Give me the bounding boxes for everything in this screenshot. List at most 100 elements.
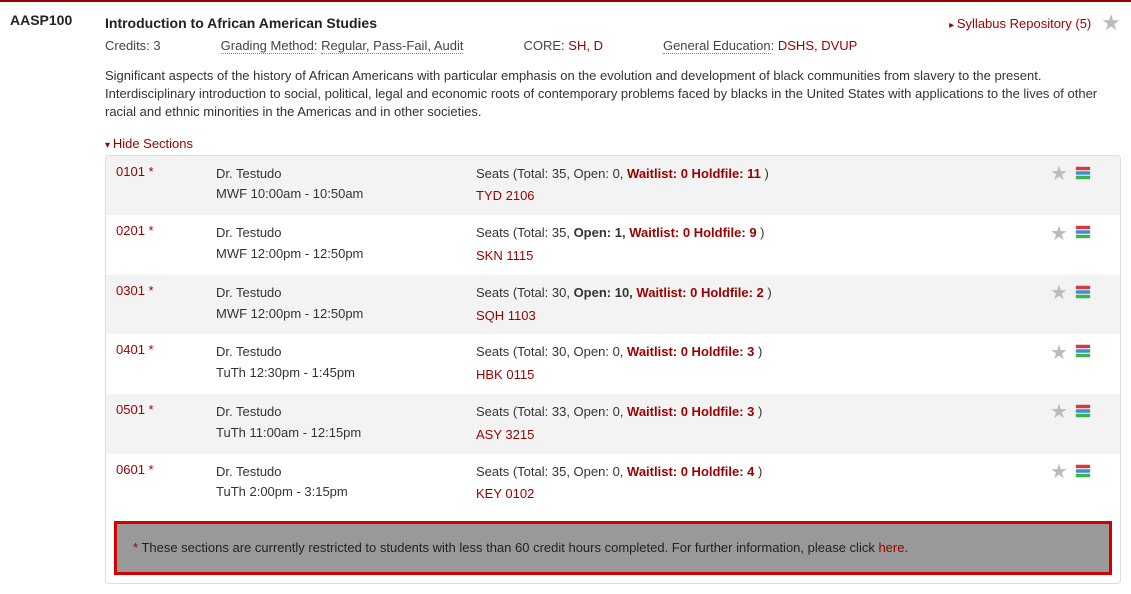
section-id: 0401 — [116, 342, 145, 357]
grading-label: Grading Method — [221, 38, 314, 54]
restriction-asterisk-icon: * — [149, 462, 154, 477]
favorite-section-star-icon[interactable]: ★ — [1050, 402, 1068, 422]
favorite-section-star-icon[interactable]: ★ — [1050, 224, 1068, 244]
sections-container: 0101 *Dr. TestudoMWF 10:00am - 10:50amSe… — [105, 155, 1121, 584]
instructor-name: Dr. Testudo — [216, 223, 476, 244]
restriction-here-link[interactable]: here — [878, 540, 904, 555]
grading-value: Regular, Pass-Fail, Audit — [321, 38, 463, 54]
hide-sections-toggle[interactable]: Hide Sections — [105, 136, 1121, 151]
section-id-col: 0301 * — [116, 283, 216, 298]
section-instructor-col: Dr. TestudoTuTh 11:00am - 12:15pm — [216, 402, 476, 444]
instructor-name: Dr. Testudo — [216, 462, 476, 483]
core-label: CORE: — [523, 38, 564, 53]
room-link[interactable]: SQH 1103 — [476, 306, 1050, 327]
favorite-section-star-icon[interactable]: ★ — [1050, 462, 1068, 482]
section-row: 0201 *Dr. TestudoMWF 12:00pm - 12:50pmSe… — [106, 215, 1120, 275]
section-icons-col: ★ — [1050, 164, 1110, 185]
syllabus-repository-link[interactable]: Syllabus Repository (5) — [949, 16, 1091, 31]
core-value: SH, D — [568, 38, 603, 53]
section-id: 0601 — [116, 462, 145, 477]
textbook-icon[interactable] — [1074, 402, 1092, 423]
course-code: AASP100 — [10, 12, 105, 28]
seats-text: Seats (Total: 33, Open: 0, Waitlist: 0 H… — [476, 404, 762, 419]
textbook-icon[interactable] — [1074, 342, 1092, 363]
section-id-col: 0201 * — [116, 223, 216, 238]
section-instructor-col: Dr. TestudoTuTh 2:00pm - 3:15pm — [216, 462, 476, 504]
section-seats-col: Seats (Total: 33, Open: 0, Waitlist: 0 H… — [476, 402, 1050, 446]
section-row: 0601 *Dr. TestudoTuTh 2:00pm - 3:15pmSea… — [106, 454, 1120, 514]
section-row: 0401 *Dr. TestudoTuTh 12:30pm - 1:45pmSe… — [106, 334, 1120, 394]
room-link[interactable]: KEY 0102 — [476, 484, 1050, 505]
top-rule — [0, 0, 1131, 2]
section-instructor-col: Dr. TestudoMWF 12:00pm - 12:50pm — [216, 223, 476, 265]
instructor-name: Dr. Testudo — [216, 342, 476, 363]
restriction-asterisk-icon: * — [149, 283, 154, 298]
textbook-icon[interactable] — [1074, 164, 1092, 185]
restriction-asterisk-icon: * — [149, 342, 154, 357]
restriction-period: . — [904, 540, 908, 555]
favorite-star-icon[interactable]: ★ — [1101, 12, 1121, 34]
course-main: Introduction to African American Studies… — [105, 12, 1121, 584]
section-seats-col: Seats (Total: 35, Open: 0, Waitlist: 0 H… — [476, 164, 1050, 208]
grading-method: Grading Method: Regular, Pass-Fail, Audi… — [221, 38, 464, 53]
gened-value: DSHS, DVUP — [778, 38, 857, 53]
room-link[interactable]: ASY 3215 — [476, 425, 1050, 446]
section-icons-col: ★ — [1050, 462, 1110, 483]
section-seats-col: Seats (Total: 35, Open: 1, Waitlist: 0 H… — [476, 223, 1050, 267]
gened: General Education: DSHS, DVUP — [663, 38, 857, 53]
course-description: Significant aspects of the history of Af… — [105, 67, 1121, 122]
section-seats-col: Seats (Total: 35, Open: 0, Waitlist: 0 H… — [476, 462, 1050, 506]
seats-text: Seats (Total: 35, Open: 1, Waitlist: 0 H… — [476, 225, 765, 240]
section-instructor-col: Dr. TestudoMWF 10:00am - 10:50am — [216, 164, 476, 206]
favorite-section-star-icon[interactable]: ★ — [1050, 283, 1068, 303]
section-icons-col: ★ — [1050, 402, 1110, 423]
section-row: 0101 *Dr. TestudoMWF 10:00am - 10:50amSe… — [106, 156, 1120, 216]
course-row: AASP100 Introduction to African American… — [0, 12, 1131, 594]
restriction-asterisk-icon: * — [149, 223, 154, 238]
section-instructor-col: Dr. TestudoTuTh 12:30pm - 1:45pm — [216, 342, 476, 384]
seats-text: Seats (Total: 35, Open: 0, Waitlist: 0 H… — [476, 166, 769, 181]
credits-label: Credits: — [105, 38, 150, 53]
section-row: 0301 *Dr. TestudoMWF 12:00pm - 12:50pmSe… — [106, 275, 1120, 335]
section-schedule: TuTh 12:30pm - 1:45pm — [216, 363, 476, 384]
instructor-name: Dr. Testudo — [216, 402, 476, 423]
section-instructor-col: Dr. TestudoMWF 12:00pm - 12:50pm — [216, 283, 476, 325]
room-link[interactable]: HBK 0115 — [476, 365, 1050, 386]
section-id: 0301 — [116, 283, 145, 298]
favorite-section-star-icon[interactable]: ★ — [1050, 164, 1068, 184]
section-row: 0501 *Dr. TestudoTuTh 11:00am - 12:15pmS… — [106, 394, 1120, 454]
meta-line: Credits: 3 Grading Method: Regular, Pass… — [105, 38, 1121, 53]
section-schedule: TuTh 11:00am - 12:15pm — [216, 423, 476, 444]
section-id-col: 0101 * — [116, 164, 216, 179]
instructor-name: Dr. Testudo — [216, 164, 476, 185]
gened-label: General Education — [663, 38, 771, 54]
section-seats-col: Seats (Total: 30, Open: 10, Waitlist: 0 … — [476, 283, 1050, 327]
credits: Credits: 3 — [105, 38, 161, 53]
section-id-col: 0401 * — [116, 342, 216, 357]
section-schedule: MWF 12:00pm - 12:50pm — [216, 244, 476, 265]
restriction-notice: * These sections are currently restricte… — [114, 521, 1112, 575]
section-id: 0501 — [116, 402, 145, 417]
textbook-icon[interactable] — [1074, 462, 1092, 483]
section-id: 0101 — [116, 164, 145, 179]
restriction-asterisk-icon: * — [149, 164, 154, 179]
course-title: Introduction to African American Studies — [105, 15, 949, 31]
room-link[interactable]: SKN 1115 — [476, 246, 1050, 267]
section-schedule: MWF 12:00pm - 12:50pm — [216, 304, 476, 325]
section-id: 0201 — [116, 223, 145, 238]
section-id-col: 0601 * — [116, 462, 216, 477]
textbook-icon[interactable] — [1074, 283, 1092, 304]
textbook-icon[interactable] — [1074, 223, 1092, 244]
section-icons-col: ★ — [1050, 283, 1110, 304]
core: CORE: SH, D — [523, 38, 602, 53]
title-line: Introduction to African American Studies… — [105, 12, 1121, 34]
seats-text: Seats (Total: 30, Open: 0, Waitlist: 0 H… — [476, 344, 762, 359]
section-icons-col: ★ — [1050, 342, 1110, 363]
section-seats-col: Seats (Total: 30, Open: 0, Waitlist: 0 H… — [476, 342, 1050, 386]
room-link[interactable]: TYD 2106 — [476, 186, 1050, 207]
restriction-text: These sections are currently restricted … — [138, 540, 878, 555]
favorite-section-star-icon[interactable]: ★ — [1050, 343, 1068, 363]
section-id-col: 0501 * — [116, 402, 216, 417]
restriction-asterisk-icon: * — [149, 402, 154, 417]
instructor-name: Dr. Testudo — [216, 283, 476, 304]
